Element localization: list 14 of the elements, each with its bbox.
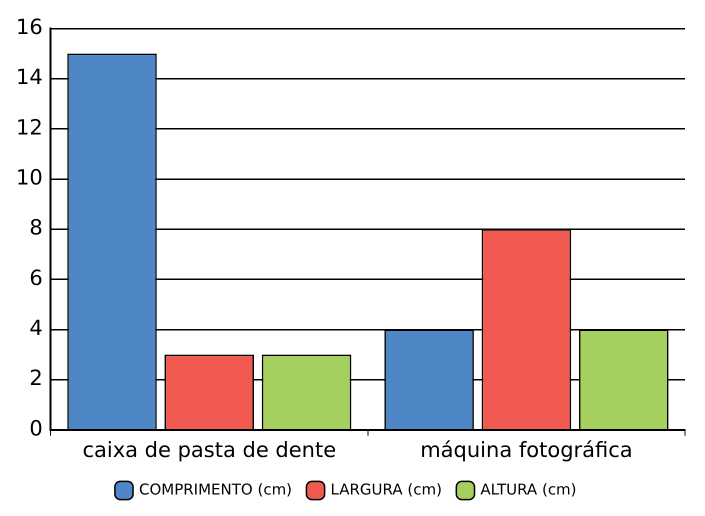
y-tick-label: 6 bbox=[29, 266, 43, 290]
legend-label: ALTURA (cm) bbox=[480, 480, 577, 498]
legend-label: COMPRIMENTO (cm) bbox=[138, 480, 292, 498]
y-tick-label: 10 bbox=[16, 166, 43, 190]
y-tick-label: 0 bbox=[29, 416, 43, 440]
x-tick-label: máquina fotográfica bbox=[420, 438, 633, 462]
y-tick-label: 14 bbox=[16, 65, 43, 90]
y-tick-label: 8 bbox=[29, 216, 43, 240]
y-tick-label: 2 bbox=[29, 366, 43, 390]
x-tick-label: caixa de pasta de dente bbox=[82, 438, 336, 462]
legend-label: LARGURA (cm) bbox=[330, 480, 442, 498]
y-tick-label: 12 bbox=[16, 115, 43, 140]
y-tick-label: 16 bbox=[16, 15, 43, 40]
y-tick-label: 4 bbox=[29, 316, 43, 340]
